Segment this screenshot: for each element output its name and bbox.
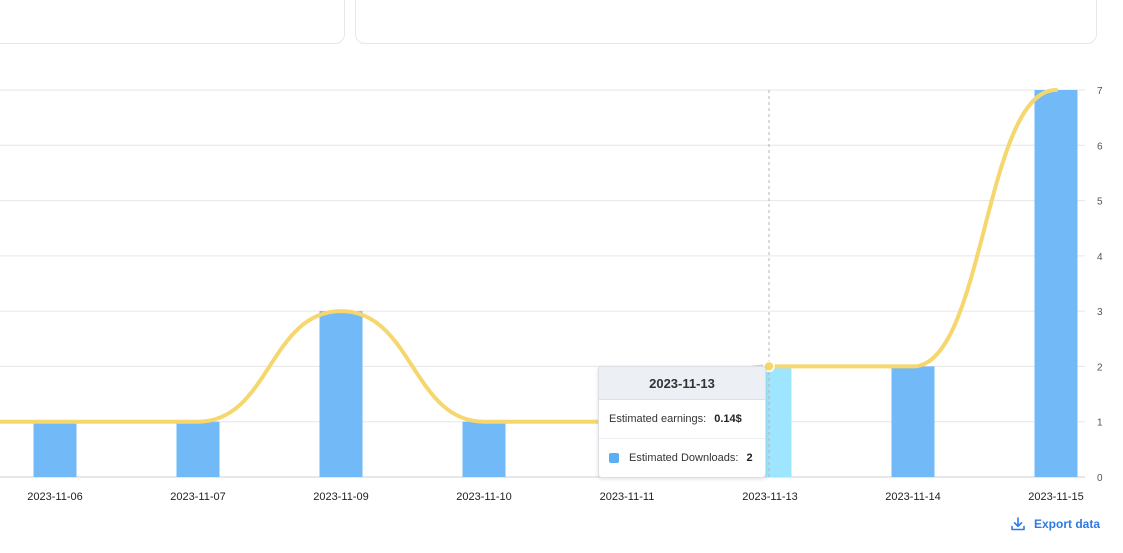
y-tick-label: 4: [1097, 252, 1103, 263]
tooltip-downloads-row: Estimated Downloads: 2: [599, 438, 765, 477]
downloads-swatch: [609, 453, 619, 463]
tooltip-earnings-label: Estimated earnings:: [609, 413, 707, 425]
summary-card-right: [355, 0, 1097, 44]
bar[interactable]: [891, 366, 935, 477]
bar[interactable]: [319, 311, 363, 477]
tooltip-title: 2023-11-13: [599, 367, 765, 400]
tooltip-earnings-row: Estimated earnings: 0.14$: [599, 400, 765, 438]
bar[interactable]: [176, 421, 220, 477]
y-tick-label: 0: [1097, 473, 1103, 484]
y-tick-label: 5: [1097, 197, 1103, 208]
summary-card-left: [0, 0, 345, 44]
x-tick-label: 2023-11-09: [313, 491, 368, 503]
x-tick-label: 2023-11-07: [170, 491, 225, 503]
x-tick-label: 2023-11-06: [27, 491, 82, 503]
export-data-button[interactable]: Export data: [1010, 514, 1100, 534]
earnings-line: [0, 88, 1058, 424]
x-tick-label: 2023-11-11: [600, 491, 655, 503]
x-tick-label: 2023-11-13: [742, 491, 797, 503]
tooltip-downloads-label: Estimated Downloads:: [629, 452, 739, 464]
bar[interactable]: [462, 421, 506, 477]
bar[interactable]: [1034, 90, 1078, 477]
x-axis: 2023-11-06 2023-11-07 2023-11-09 2023-11-10…: [27, 491, 1083, 503]
export-data-label: Export data: [1034, 517, 1101, 531]
tooltip-earnings-value: 0.14$: [714, 413, 742, 425]
y-tick-label: 1: [1097, 418, 1103, 429]
x-tick-label: 2023-11-14: [885, 491, 940, 503]
y-axis: 0 1 2 3 4 5 6 7: [1097, 86, 1103, 484]
tooltip-downloads-value: 2: [746, 452, 753, 464]
chart-tooltip: 2023-11-13 Estimated earnings: 0.14$ Est…: [598, 366, 766, 478]
x-tick-label: 2023-11-15: [1028, 491, 1083, 503]
x-tick-label: 2023-11-10: [456, 491, 511, 503]
y-tick-label: 3: [1097, 307, 1103, 318]
y-tick-label: 2: [1097, 362, 1103, 373]
y-tick-label: 7: [1097, 86, 1103, 97]
download-icon: [1011, 517, 1025, 531]
y-tick-label: 6: [1097, 141, 1103, 152]
bar-series: [33, 90, 1078, 477]
bar[interactable]: [33, 421, 77, 477]
